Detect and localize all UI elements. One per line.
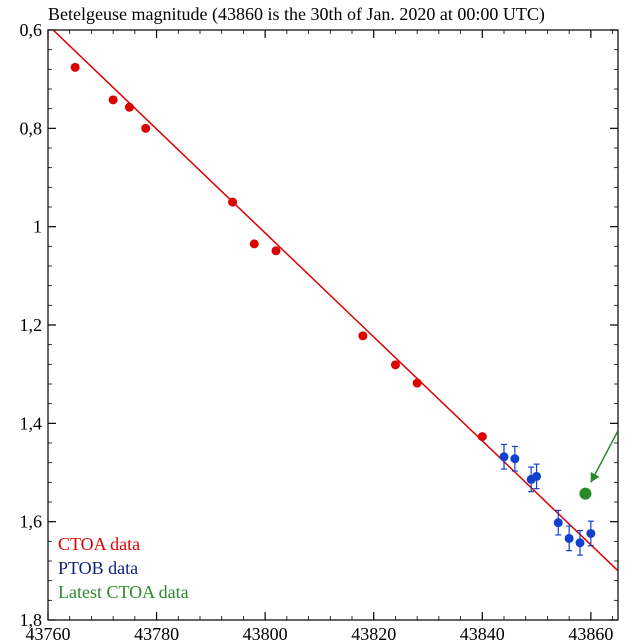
data-point bbox=[565, 534, 574, 543]
data-point bbox=[413, 379, 422, 388]
data-point bbox=[125, 103, 134, 112]
y-tick-label: 1,8 bbox=[20, 610, 43, 630]
y-tick-label: 0,6 bbox=[20, 20, 43, 40]
data-point bbox=[586, 529, 595, 538]
y-tick-label: 1,2 bbox=[20, 315, 43, 335]
x-tick-label: 43860 bbox=[568, 624, 613, 640]
data-point bbox=[554, 518, 563, 527]
data-point bbox=[500, 452, 509, 461]
data-point bbox=[532, 472, 541, 481]
data-point bbox=[141, 124, 150, 133]
y-tick-label: 1 bbox=[33, 217, 42, 237]
data-point bbox=[250, 239, 259, 248]
legend-item: Latest CTOA data bbox=[58, 582, 189, 602]
data-point bbox=[579, 488, 591, 500]
chart-svg: Betelgeuse magnitude (43860 is the 30th … bbox=[0, 0, 640, 640]
data-point bbox=[510, 454, 519, 463]
data-point bbox=[391, 360, 400, 369]
data-point bbox=[71, 63, 80, 72]
y-tick-label: 0,8 bbox=[20, 118, 43, 138]
y-tick-label: 1,6 bbox=[20, 512, 43, 532]
data-point bbox=[358, 331, 367, 340]
y-tick-label: 1,4 bbox=[20, 413, 43, 433]
x-tick-label: 43780 bbox=[134, 624, 179, 640]
data-point bbox=[478, 432, 487, 441]
chart-title: Betelgeuse magnitude (43860 is the 30th … bbox=[48, 4, 545, 25]
legend-item: PTOB data bbox=[58, 558, 138, 578]
data-point bbox=[576, 538, 585, 547]
x-tick-label: 43820 bbox=[351, 624, 396, 640]
legend-item: CTOA data bbox=[58, 534, 140, 554]
x-tick-label: 43800 bbox=[243, 624, 288, 640]
data-point bbox=[272, 246, 281, 255]
data-point bbox=[109, 95, 118, 104]
x-tick-label: 43840 bbox=[460, 624, 505, 640]
data-point bbox=[228, 198, 237, 207]
